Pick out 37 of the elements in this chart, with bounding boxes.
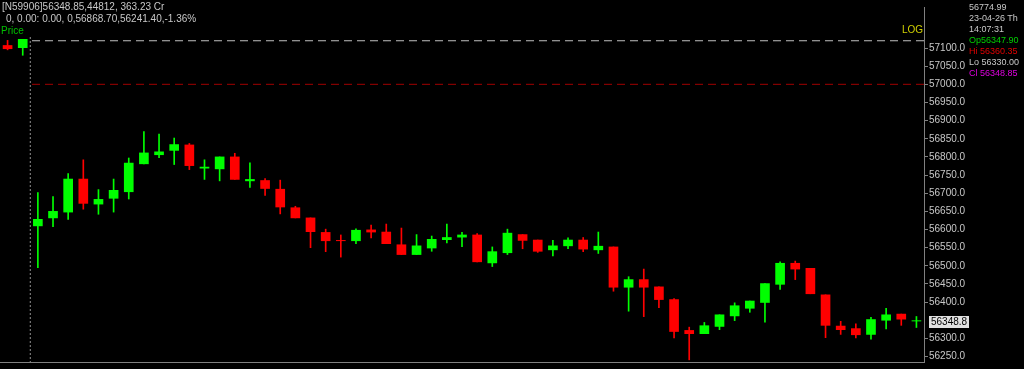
text: 0, 0.00: 0.00, 0,56868.70,56241.40,-1.36%	[6, 13, 197, 25]
text: Lo 56330.00	[969, 57, 1020, 68]
y-tick-label: 56450.0	[929, 277, 966, 289]
candlestick	[245, 162, 255, 188]
y-tick-label: 56250.0	[929, 350, 966, 362]
candlestick	[638, 268, 649, 317]
y-tick-label: 56600.0	[929, 223, 966, 235]
candlestick	[335, 234, 346, 258]
candlestick	[442, 223, 452, 244]
y-tick-label: 56650.0	[929, 205, 966, 217]
y-tick-label: 56400.0	[929, 295, 966, 307]
text: Hi 56360.35	[969, 46, 1018, 57]
candlestick	[593, 231, 604, 254]
text: 14:07:31	[969, 24, 1005, 35]
text: 56348.8	[929, 316, 970, 329]
text: 56774.99	[969, 2, 1007, 13]
chart-title: [N59906]56348.85,44812, 363.23 Cr	[2, 1, 165, 13]
y-tick-label: 56500.0	[929, 259, 966, 271]
candlestick	[33, 192, 43, 268]
y-tick-label: 57100.0	[929, 41, 966, 53]
annotation: LOG	[902, 24, 924, 36]
y-tick-label: 56850.0	[929, 132, 966, 144]
text: Cl 56348.85	[969, 68, 1018, 79]
candlestick	[684, 326, 695, 361]
y-tick-label: 56950.0	[929, 96, 966, 108]
y-tick-label: 56800.0	[929, 150, 966, 162]
y-tick-label: 56300.0	[929, 332, 966, 344]
text: 23-04-26 Th	[969, 13, 1018, 24]
text: Op56347.90	[969, 35, 1019, 46]
y-tick-label: 56750.0	[929, 168, 966, 180]
y-tick-label: 56550.0	[929, 241, 966, 253]
candlestick	[48, 196, 58, 227]
y-tick-label: 57000.0	[929, 78, 966, 90]
y-tick-label: 57050.0	[929, 59, 966, 71]
y-tick-label: 56900.0	[929, 114, 966, 126]
annotation: Price	[1, 25, 24, 37]
y-tick-label: 56700.0	[929, 186, 966, 198]
